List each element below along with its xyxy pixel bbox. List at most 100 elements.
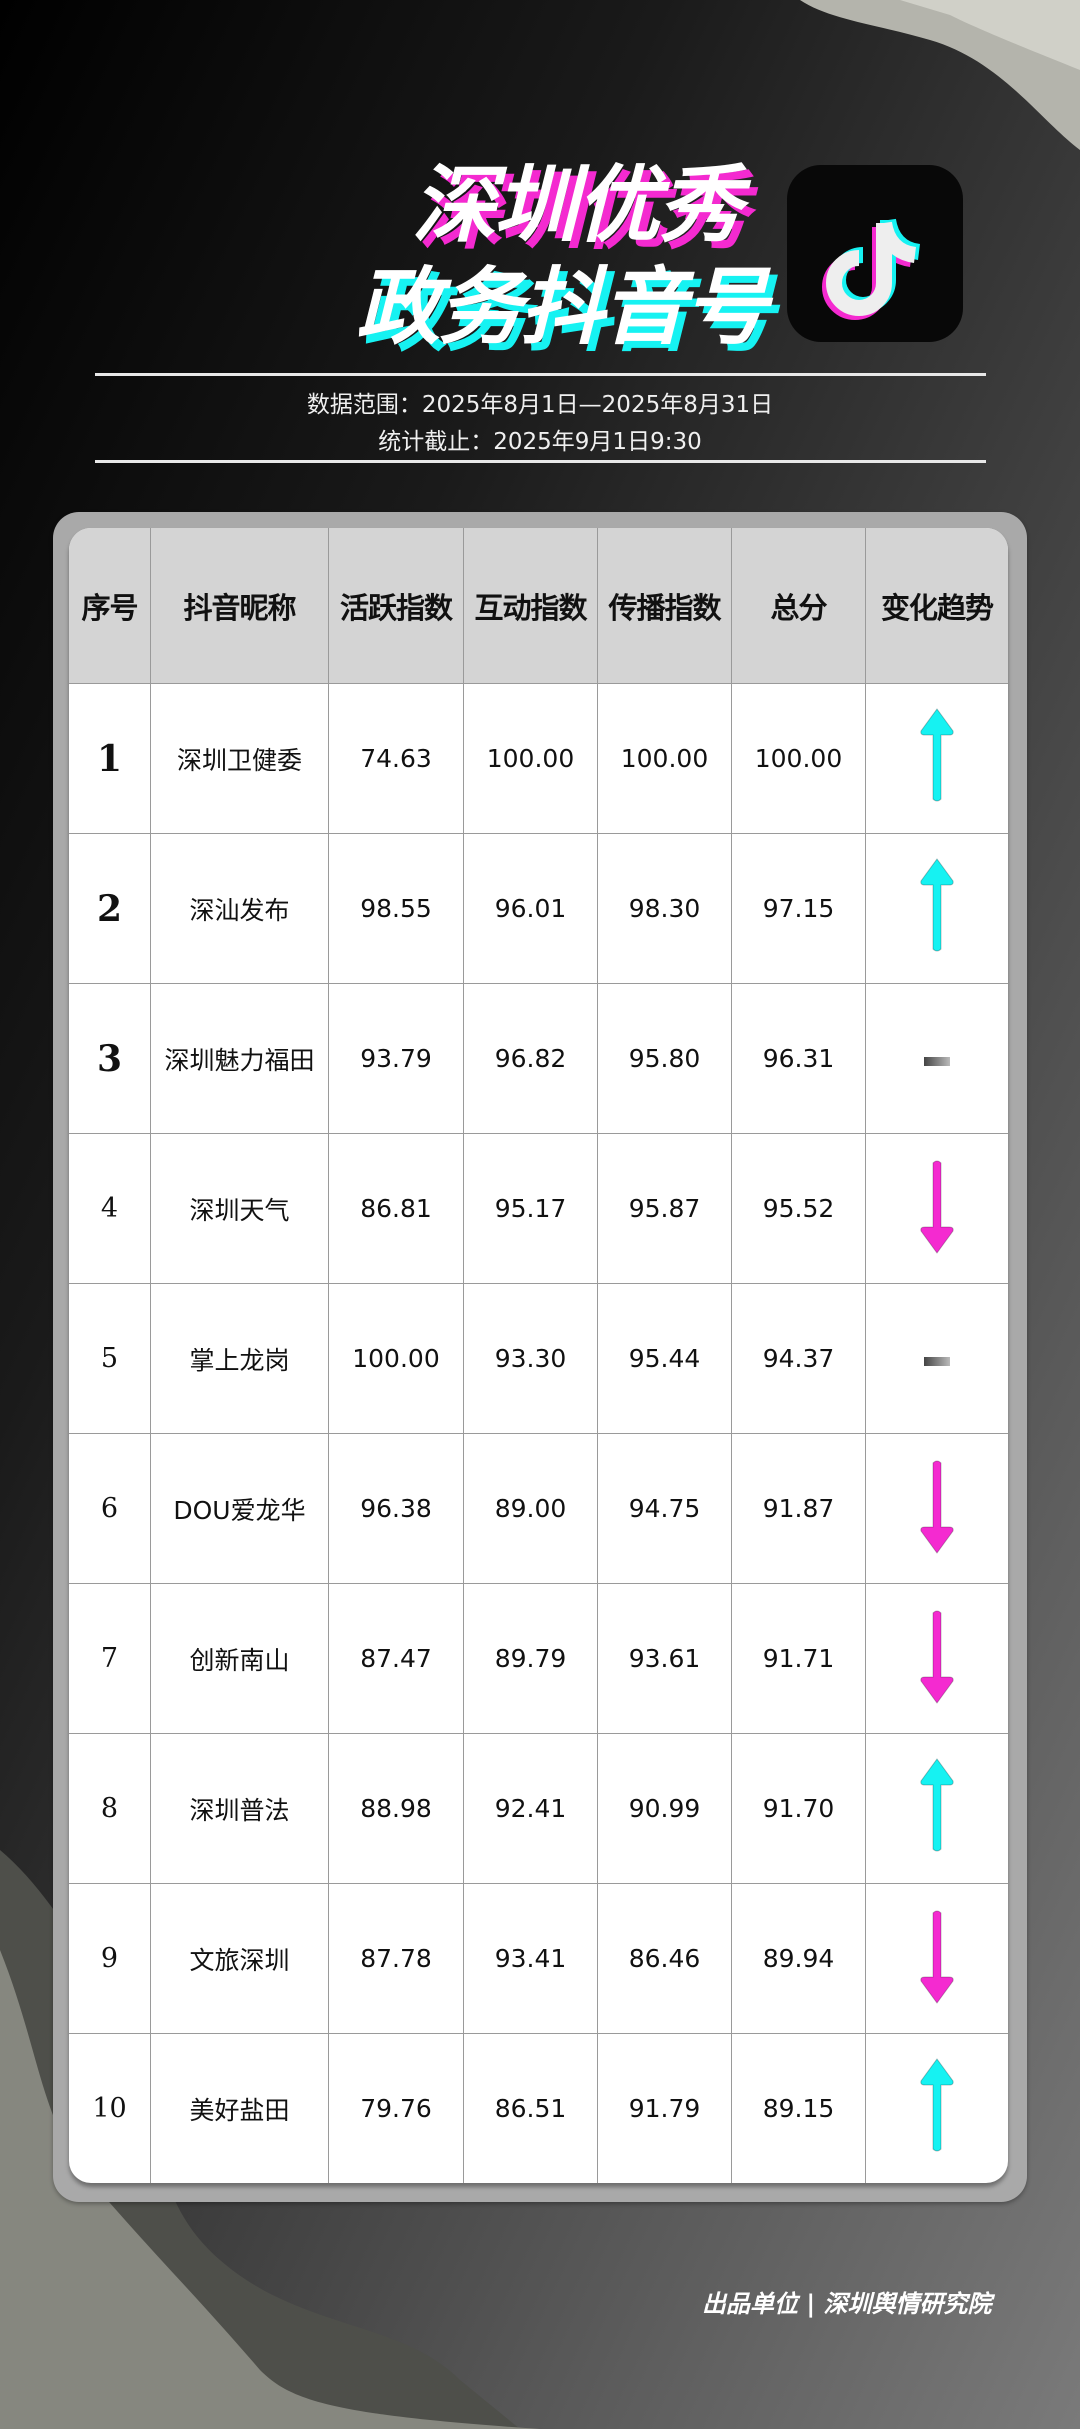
cell-trend bbox=[866, 1884, 1008, 2034]
column-header-spread: 传播指数 bbox=[598, 528, 732, 684]
table-row: 3 深圳魅力福田 93.79 96.82 95.80 96.31 bbox=[69, 984, 1008, 1134]
cell-trend bbox=[866, 1134, 1008, 1284]
douyin-logo-icon bbox=[787, 165, 963, 342]
cell-name: 深圳天气 bbox=[151, 1134, 329, 1284]
cell-trend bbox=[866, 2034, 1008, 2183]
table-row: 9 文旅深圳 87.78 93.41 86.46 89.94 bbox=[69, 1884, 1008, 2034]
table-row: 10 美好盐田 79.76 86.51 91.79 89.15 bbox=[69, 2034, 1008, 2183]
cell-interact: 96.01 bbox=[464, 834, 598, 984]
cell-active: 96.38 bbox=[329, 1434, 464, 1584]
cell-interact: 100.00 bbox=[464, 684, 598, 834]
cell-rank: 5 bbox=[69, 1284, 151, 1434]
cell-active: 74.63 bbox=[329, 684, 464, 834]
cell-interact: 93.41 bbox=[464, 1884, 598, 2034]
cell-active: 98.55 bbox=[329, 834, 464, 984]
cell-active: 100.00 bbox=[329, 1284, 464, 1434]
cell-name: 掌上龙岗 bbox=[151, 1284, 329, 1434]
title-line-2: 政务抖音号 bbox=[356, 258, 768, 356]
cell-spread: 95.80 bbox=[598, 984, 732, 1134]
cell-rank: 3 bbox=[69, 984, 151, 1134]
cell-total: 97.15 bbox=[732, 834, 866, 984]
cell-total: 95.52 bbox=[732, 1134, 866, 1284]
table-row: 5 掌上龙岗 100.00 93.30 95.44 94.37 bbox=[69, 1284, 1008, 1434]
table-row: 8 深圳普法 88.98 92.41 90.99 91.70 bbox=[69, 1734, 1008, 1884]
cell-rank: 8 bbox=[69, 1734, 151, 1884]
cell-interact: 86.51 bbox=[464, 2034, 598, 2183]
cell-active: 79.76 bbox=[329, 2034, 464, 2183]
cell-name: 文旅深圳 bbox=[151, 1884, 329, 2034]
cell-total: 100.00 bbox=[732, 684, 866, 834]
cell-name: 美好盐田 bbox=[151, 2034, 329, 2183]
table-header: 序号 抖音昵称 活跃指数 互动指数 传播指数 总分 变化趋势 bbox=[69, 528, 1008, 684]
cell-spread: 90.99 bbox=[598, 1734, 732, 1884]
cell-rank: 2 bbox=[69, 834, 151, 984]
table-row: 4 深圳天气 86.81 95.17 95.87 95.52 bbox=[69, 1134, 1008, 1284]
cell-trend bbox=[866, 1734, 1008, 1884]
cell-trend bbox=[866, 684, 1008, 834]
cell-active: 93.79 bbox=[329, 984, 464, 1134]
cell-active: 87.47 bbox=[329, 1584, 464, 1734]
cell-total: 89.15 bbox=[732, 2034, 866, 2183]
cell-trend bbox=[866, 1434, 1008, 1584]
cell-rank: 4 bbox=[69, 1134, 151, 1284]
publisher-credit: 出品单位 | 深圳舆情研究院 bbox=[702, 2290, 992, 2318]
cell-name: 深圳魅力福田 bbox=[151, 984, 329, 1134]
cell-interact: 89.79 bbox=[464, 1584, 598, 1734]
column-header-total: 总分 bbox=[732, 528, 866, 684]
cell-spread: 86.46 bbox=[598, 1884, 732, 2034]
cell-interact: 95.17 bbox=[464, 1134, 598, 1284]
cell-rank: 7 bbox=[69, 1584, 151, 1734]
arrow-up-icon bbox=[917, 1757, 957, 1861]
cell-name: 深圳普法 bbox=[151, 1734, 329, 1884]
column-header-interact: 互动指数 bbox=[464, 528, 598, 684]
cell-spread: 91.79 bbox=[598, 2034, 732, 2183]
divider-bottom bbox=[95, 460, 986, 463]
cell-active: 88.98 bbox=[329, 1734, 464, 1884]
cell-total: 96.31 bbox=[732, 984, 866, 1134]
cell-total: 91.70 bbox=[732, 1734, 866, 1884]
dash-icon bbox=[924, 1344, 950, 1373]
column-header-name: 抖音昵称 bbox=[151, 528, 329, 684]
arrow-up-icon bbox=[917, 857, 957, 961]
cell-total: 89.94 bbox=[732, 1884, 866, 2034]
data-range-text: 数据范围：2025年8月1日—2025年8月31日 bbox=[306, 392, 774, 418]
cell-rank: 9 bbox=[69, 1884, 151, 2034]
arrow-down-icon bbox=[917, 1910, 957, 2011]
ranking-table: 序号 抖音昵称 活跃指数 互动指数 传播指数 总分 变化趋势 1 深圳卫健委 74.63 100.… bbox=[69, 528, 1008, 2183]
cell-spread: 100.00 bbox=[598, 684, 732, 834]
cell-total: 94.37 bbox=[732, 1284, 866, 1434]
cell-interact: 89.00 bbox=[464, 1434, 598, 1584]
dash-icon bbox=[924, 1044, 950, 1073]
arrow-up-icon bbox=[917, 707, 957, 811]
cell-active: 86.81 bbox=[329, 1134, 464, 1284]
column-header-rank: 序号 bbox=[69, 528, 151, 684]
cell-rank: 1 bbox=[69, 684, 151, 834]
cell-trend bbox=[866, 984, 1008, 1134]
cell-name: 深圳卫健委 bbox=[151, 684, 329, 834]
arrow-down-icon bbox=[917, 1160, 957, 1261]
cell-name: 创新南山 bbox=[151, 1584, 329, 1734]
cell-trend bbox=[866, 1284, 1008, 1434]
table-row: 7 创新南山 87.47 89.79 93.61 91.71 bbox=[69, 1584, 1008, 1734]
cell-spread: 95.44 bbox=[598, 1284, 732, 1434]
cell-total: 91.87 bbox=[732, 1434, 866, 1584]
cell-name: DOU爱龙华 bbox=[151, 1434, 329, 1584]
arrow-down-icon bbox=[917, 1610, 957, 1711]
table-row: 2 深汕发布 98.55 96.01 98.30 97.15 bbox=[69, 834, 1008, 984]
cell-interact: 92.41 bbox=[464, 1734, 598, 1884]
cell-spread: 94.75 bbox=[598, 1434, 732, 1584]
cell-trend bbox=[866, 834, 1008, 984]
cell-trend bbox=[866, 1584, 1008, 1734]
cell-spread: 98.30 bbox=[598, 834, 732, 984]
cell-rank: 10 bbox=[69, 2034, 151, 2183]
cell-interact: 96.82 bbox=[464, 984, 598, 1134]
column-header-active: 活跃指数 bbox=[329, 528, 464, 684]
cell-name: 深汕发布 bbox=[151, 834, 329, 984]
column-header-trend: 变化趋势 bbox=[866, 528, 1008, 684]
cell-spread: 95.87 bbox=[598, 1134, 732, 1284]
divider-top bbox=[95, 373, 986, 376]
title-line-1: 深圳优秀 bbox=[412, 156, 742, 254]
cell-spread: 93.61 bbox=[598, 1584, 732, 1734]
cell-rank: 6 bbox=[69, 1434, 151, 1584]
